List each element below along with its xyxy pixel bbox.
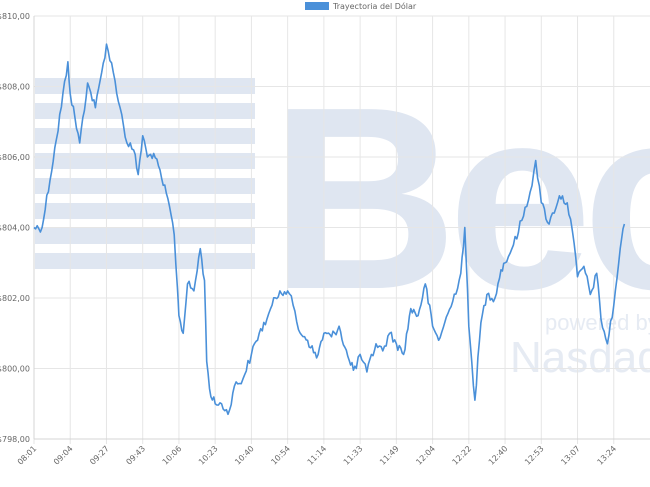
x-tick-label: 13:07: [559, 444, 582, 467]
y-tick-label: $806,00: [0, 153, 30, 162]
x-tick-label: 13:24: [596, 444, 619, 467]
x-tick-label: 11:49: [378, 444, 401, 467]
series-layer: [33, 43, 626, 416]
x-tick-label: 10:54: [269, 444, 292, 467]
series-line: [33, 43, 626, 416]
x-tick-label: 10:23: [197, 444, 220, 467]
x-tick-label: 12:53: [523, 444, 546, 467]
y-tick-label: $802,00: [0, 294, 30, 303]
chart-legend: Trayectoria del Dólar: [305, 1, 417, 11]
y-tick-label: $808,00: [0, 83, 30, 92]
y-tick-label: $804,00: [0, 224, 30, 233]
x-tick-label: 12:22: [451, 444, 474, 467]
watermark-brand-text: Bec: [270, 54, 650, 344]
x-tick-label: 08:01: [16, 444, 39, 467]
bec-stripe-mark: [35, 78, 255, 269]
bec-watermark-logo: Bec powered by Nasdaq: [35, 54, 650, 382]
y-tick-label: $800,00: [0, 365, 30, 374]
x-tick-label: 11:33: [342, 444, 365, 467]
x-tick-label: 09:43: [124, 444, 147, 467]
x-tick-label: 09:04: [52, 444, 75, 467]
x-tick-label: 09:27: [88, 444, 111, 467]
y-tick-label: $810,00: [0, 12, 30, 21]
watermark-partner-text: Nasdaq: [510, 333, 650, 382]
x-tick-label: 11:14: [306, 444, 329, 467]
x-tick-label: 12:04: [414, 444, 437, 467]
legend-swatch: [305, 2, 329, 10]
y-tick-label: $798,00: [0, 435, 30, 444]
x-tick-label: 12:40: [487, 444, 510, 467]
x-tick-label: 10:06: [161, 444, 184, 467]
x-tick-label: 10:40: [233, 444, 256, 467]
legend-label: Trayectoria del Dólar: [332, 1, 417, 11]
watermark-tagline-text: powered by: [545, 310, 650, 335]
